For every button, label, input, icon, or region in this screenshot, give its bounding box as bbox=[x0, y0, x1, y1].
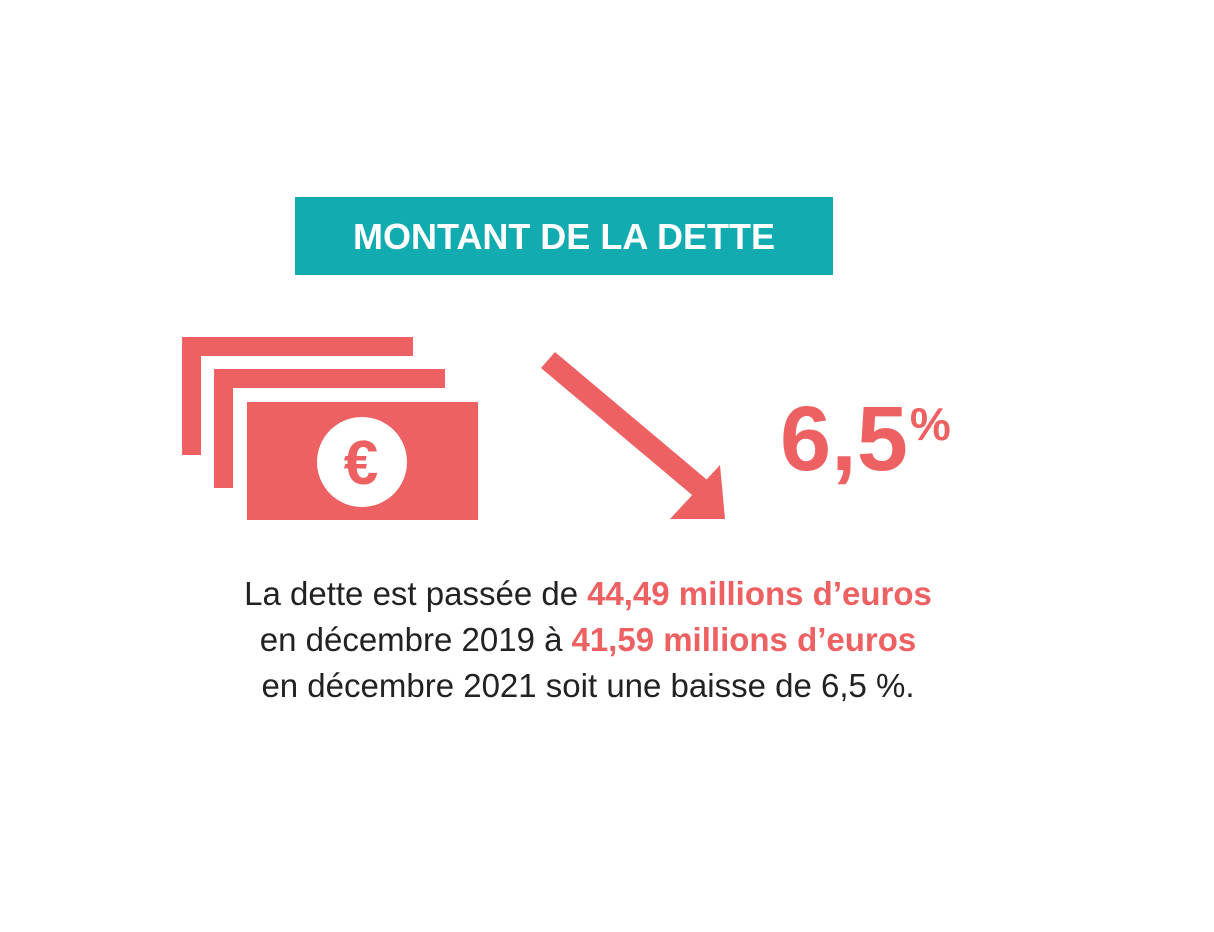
bill-mid-side bbox=[214, 369, 233, 488]
body-text: en décembre 2021 soit une baisse de 6,5 … bbox=[261, 667, 914, 704]
stat-unit: % bbox=[910, 398, 951, 450]
highlight-text: 41,59 millions d’euros bbox=[571, 621, 916, 658]
description-line: La dette est passée de 44,49 millions d’e… bbox=[244, 575, 932, 612]
down-arrow bbox=[541, 352, 725, 519]
bill-back-side bbox=[182, 337, 201, 455]
stat-value: 6,5 bbox=[780, 388, 908, 490]
highlight-text: 44,49 millions d’euros bbox=[587, 575, 932, 612]
coin bbox=[317, 417, 407, 507]
description: La dette est passée de 44,49 millions d’e… bbox=[244, 575, 932, 704]
arrow-head bbox=[670, 465, 725, 519]
money-icon bbox=[182, 337, 478, 520]
bill-back-top bbox=[182, 337, 413, 356]
title: MONTANT DE LA DETTE bbox=[353, 216, 775, 257]
body-text: La dette est passée de bbox=[244, 575, 578, 612]
currency-symbol: € bbox=[344, 429, 378, 498]
arrow-shaft bbox=[541, 352, 712, 500]
title-box bbox=[295, 197, 833, 275]
description-line: en décembre 2021 soit une baisse de 6,5 … bbox=[261, 667, 914, 704]
description-line: en décembre 2019 à 41,59 millions d’euros bbox=[260, 621, 917, 658]
body-text: en décembre 2019 à bbox=[260, 621, 563, 658]
stat: 6,5% bbox=[780, 388, 951, 490]
bill-mid-top bbox=[214, 369, 445, 388]
